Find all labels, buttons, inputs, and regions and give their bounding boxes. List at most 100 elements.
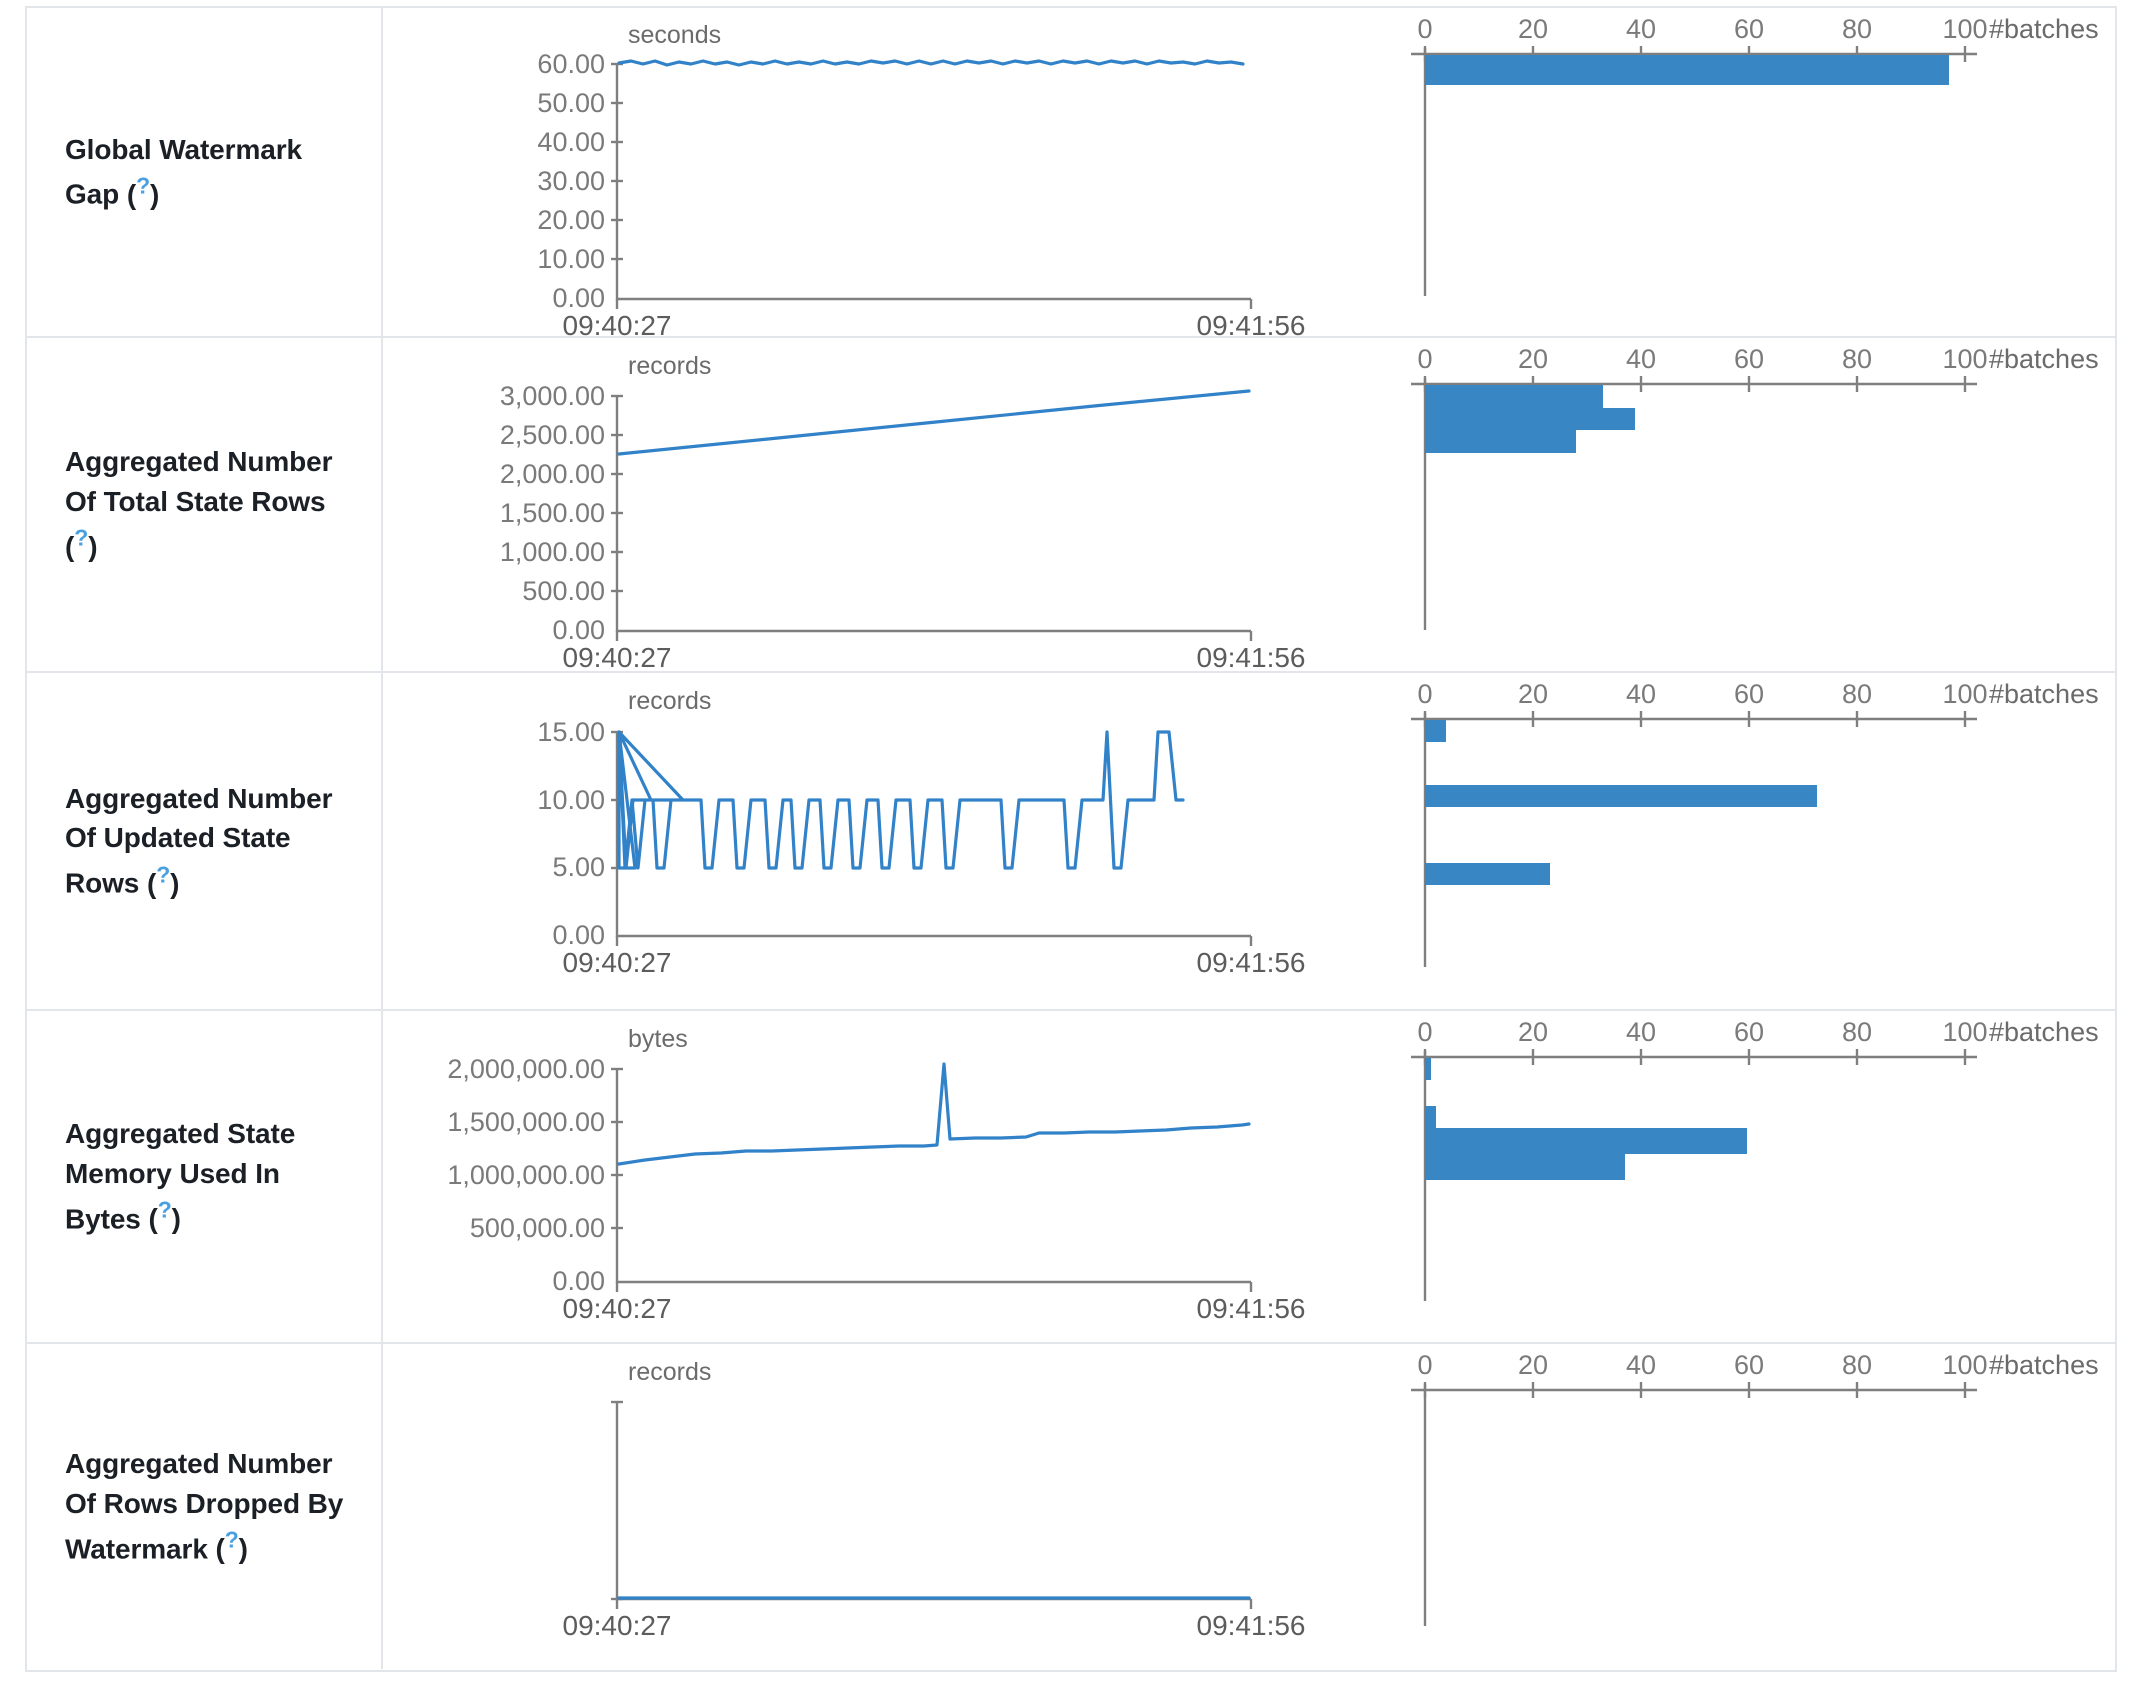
hist-unit-label: #batches: [1989, 14, 2099, 44]
histogram-chart-total-state-rows[interactable]: 0 20 40 60 80 100 #batches: [1403, 338, 2132, 673]
metric-label-cell-state-memory: Aggregated State Memory Used In Bytes (?…: [27, 1011, 383, 1342]
x-start-time: 09:40:27: [563, 947, 672, 978]
timeline-series: [617, 730, 1185, 870]
hist-tick-label: 20: [1518, 14, 1548, 44]
timeline-axes: [615, 1069, 1251, 1284]
hist-tick-label: 60: [1734, 1017, 1764, 1047]
metric-label-text: Aggregated Number Of Updated State Rows: [65, 782, 333, 899]
x-start-time: 09:40:27: [563, 642, 672, 673]
y-tick-label: 30.00: [537, 166, 605, 196]
y-tick-label: 0.00: [552, 615, 605, 645]
metric-charts-cell: seconds 60.00 50.00 40.00 30.00 20.00 10…: [383, 8, 2115, 338]
metric-row: Aggregated Number Of Updated State Rows …: [27, 673, 2115, 1011]
timeline-chart-updated-state-rows[interactable]: records 15.00 10.00 5.00 0.00 09:40:27 0…: [383, 673, 1403, 1011]
histogram-bar: [1425, 385, 1603, 408]
hist-tick-label: 100: [1942, 1017, 1987, 1047]
histogram-bar: [1425, 720, 1446, 742]
hist-tick-label: 20: [1518, 344, 1548, 374]
help-icon[interactable]: ?: [136, 172, 151, 199]
timeline-chart-rows-dropped[interactable]: records 09:40:27 09:41:56: [383, 1344, 1403, 1669]
x-start-time: 09:40:27: [563, 1610, 672, 1641]
streaming-statistics-table: Global Watermark Gap (?) seconds 60.00 5…: [25, 6, 2117, 1672]
metric-label-text: Aggregated State Memory Used In Bytes: [65, 1118, 296, 1235]
timeline-unit-label: bytes: [628, 1025, 688, 1053]
y-tick-label: 50.00: [537, 88, 605, 118]
histogram-chart-rows-dropped[interactable]: 0 20 40 60 80 100 #batches: [1403, 1344, 2132, 1669]
metric-charts-cell: records 15.00 10.00 5.00 0.00 09:40:27 0…: [383, 673, 2115, 1009]
metric-label-text: Aggregated Number Of Total State Rows: [65, 446, 333, 517]
metric-label: Aggregated Number Of Total State Rows (?…: [65, 442, 351, 567]
metric-label-text: Global Watermark Gap: [65, 133, 302, 210]
metric-row: Aggregated State Memory Used In Bytes (?…: [27, 1011, 2115, 1344]
histogram-bar: [1425, 785, 1817, 807]
timeline-chart-total-state-rows[interactable]: records 3,000.00 2,500.00 2,000.00 1,500…: [383, 338, 1403, 673]
y-tick-label: 2,000.00: [500, 459, 605, 489]
y-tick-marks: [611, 394, 623, 593]
hist-tick-label: 40: [1626, 344, 1656, 374]
timeline-axes: [615, 1402, 1251, 1601]
hist-tick-label: 0: [1417, 14, 1432, 44]
hist-tick-label: 0: [1417, 1017, 1432, 1047]
hist-tick-label: 100: [1942, 344, 1987, 374]
histogram-bar: [1425, 1106, 1436, 1128]
hist-tick-label: 80: [1842, 679, 1872, 709]
histogram-bar: [1425, 1058, 1431, 1080]
timeline-unit-label: records: [628, 687, 711, 715]
metric-label: Aggregated Number Of Updated State Rows …: [65, 779, 351, 904]
histogram-bar: [1425, 408, 1635, 430]
hist-tick-label: 100: [1942, 1350, 1987, 1380]
x-start-time: 09:40:27: [563, 1293, 672, 1324]
metric-label-cell-global-watermark-gap: Global Watermark Gap (?): [27, 8, 383, 336]
histogram-bar: [1425, 55, 1949, 85]
x-end-time: 09:41:56: [1197, 1293, 1306, 1324]
metric-row: Global Watermark Gap (?) seconds 60.00 5…: [27, 8, 2115, 338]
histogram-bar: [1425, 1128, 1747, 1154]
hist-unit-label: #batches: [1989, 679, 2099, 709]
metric-charts-cell: records 09:40:27 09:41:56 0 20 40 60 80 …: [383, 1344, 2115, 1669]
hist-tick-label: 60: [1734, 344, 1764, 374]
timeline-chart-state-memory[interactable]: bytes 2,000,000.00 1,500,000.00 1,000,00…: [383, 1011, 1403, 1344]
timeline-unit-label: records: [628, 1358, 711, 1386]
hist-tick-label: 0: [1417, 679, 1432, 709]
hist-tick-label: 80: [1842, 14, 1872, 44]
y-tick-label: 3,000.00: [500, 381, 605, 411]
histogram-chart-updated-state-rows[interactable]: 0 20 40 60 80 100 #batches: [1403, 673, 2132, 1011]
histogram-bar: [1425, 430, 1576, 453]
help-marker[interactable]: (?): [148, 1196, 181, 1235]
y-tick-label: 10.00: [537, 785, 605, 815]
histogram-chart-global-watermark-gap[interactable]: 0 20 40 60 80 100 #batches: [1403, 8, 2132, 338]
timeline-series: [617, 1062, 1251, 1166]
help-marker[interactable]: (?): [146, 861, 180, 899]
hist-tick-label: 40: [1626, 14, 1656, 44]
y-tick-label: 5.00: [552, 852, 605, 882]
y-tick-label: 2,500.00: [500, 420, 605, 450]
metric-row: Aggregated Number Of Rows Dropped By Wat…: [27, 1344, 2115, 1669]
x-start-time: 09:40:27: [563, 310, 672, 338]
hist-tick-label: 60: [1734, 1350, 1764, 1380]
metric-label: Aggregated State Memory Used In Bytes (?…: [65, 1114, 351, 1239]
histogram-bar: [1425, 1154, 1625, 1180]
help-icon[interactable]: ?: [156, 861, 171, 888]
histogram-chart-state-memory[interactable]: 0 20 40 60 80 100 #batches: [1403, 1011, 2132, 1344]
y-tick-label: 500.00: [522, 576, 605, 606]
y-tick-label: 0.00: [552, 1266, 605, 1296]
hist-tick-label: 20: [1518, 679, 1548, 709]
timeline-chart-global-watermark-gap[interactable]: seconds 60.00 50.00 40.00 30.00 20.00 10…: [383, 8, 1403, 338]
help-icon[interactable]: ?: [74, 524, 89, 551]
y-tick-label: 15.00: [537, 717, 605, 747]
timeline-unit-label: seconds: [628, 21, 721, 49]
help-marker[interactable]: (?): [215, 1526, 248, 1565]
hist-tick-label: 60: [1734, 679, 1764, 709]
y-tick-label: 1,500,000.00: [447, 1107, 605, 1137]
help-marker[interactable]: (?): [65, 524, 98, 563]
hist-tick-label: 40: [1626, 1350, 1656, 1380]
help-marker[interactable]: (?): [126, 172, 160, 210]
y-tick-label: 40.00: [537, 127, 605, 157]
metric-label: Global Watermark Gap (?): [65, 130, 351, 215]
y-tick-label: 2,000,000.00: [447, 1054, 605, 1084]
y-tick-label: 1,000,000.00: [447, 1160, 605, 1190]
help-icon[interactable]: ?: [224, 1526, 239, 1553]
metric-label-cell-updated-state-rows: Aggregated Number Of Updated State Rows …: [27, 673, 383, 1009]
help-icon[interactable]: ?: [157, 1196, 172, 1223]
hist-tick-label: 20: [1518, 1350, 1548, 1380]
